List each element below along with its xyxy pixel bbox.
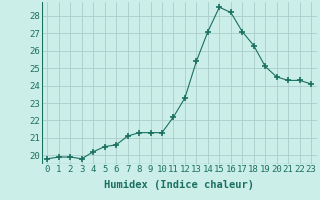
X-axis label: Humidex (Indice chaleur): Humidex (Indice chaleur) [104,180,254,190]
